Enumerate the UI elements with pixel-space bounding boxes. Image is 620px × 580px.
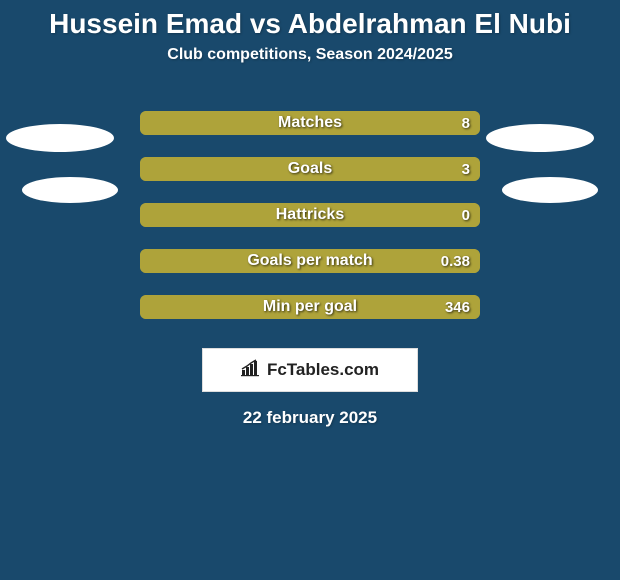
stat-bar-fill [140,203,480,227]
stat-row: Goals per match0.38 [0,238,620,284]
page-root: Hussein Emad vs Abdelrahman El Nubi Club… [0,0,620,580]
stat-bar-fill [140,111,480,135]
stat-bar-fill [140,249,480,273]
stat-bar-track: Goals per match0.38 [140,249,480,273]
page-title: Hussein Emad vs Abdelrahman El Nubi [0,0,620,40]
date-line: 22 february 2025 [0,408,620,428]
stat-row: Hattricks0 [0,192,620,238]
stat-row: Goals3 [0,146,620,192]
stat-row: Min per goal346 [0,284,620,330]
bar-chart-icon [241,359,261,382]
stat-bar-fill [140,295,480,319]
source-box: FcTables.com [202,348,418,392]
page-subtitle: Club competitions, Season 2024/2025 [0,46,620,64]
stat-bar-track: Matches8 [140,111,480,135]
stat-bar-track: Min per goal346 [140,295,480,319]
stat-bar-track: Goals3 [140,157,480,181]
stat-bar-track: Hattricks0 [140,203,480,227]
stat-bar-fill [140,157,480,181]
source-text: FcTables.com [267,360,379,380]
stats-area: Matches8 Goals3 Hattricks0 Goals per match0… [0,100,620,330]
stat-row: Matches8 [0,100,620,146]
